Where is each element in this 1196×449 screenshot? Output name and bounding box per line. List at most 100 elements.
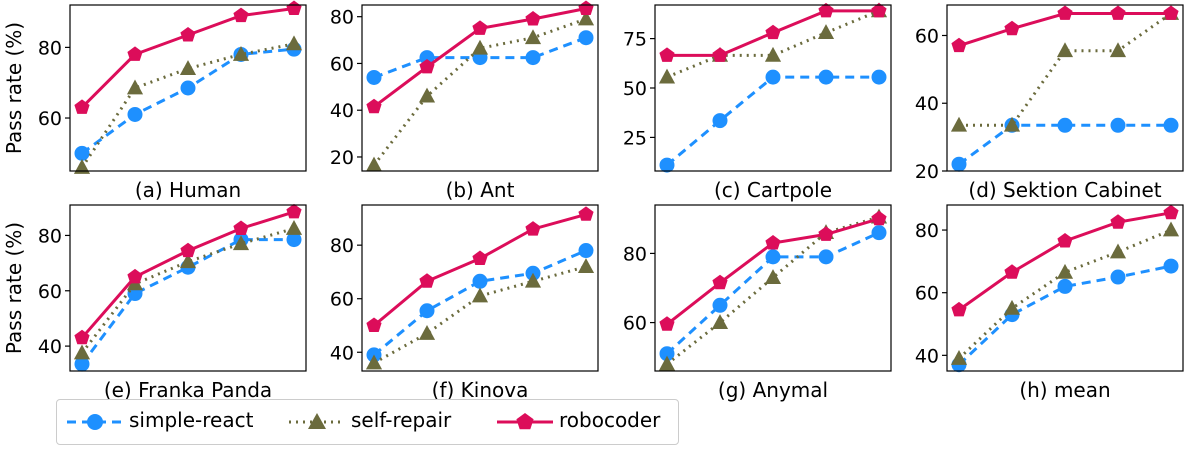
data-point-simple-react <box>766 70 781 85</box>
data-point-simple-react <box>367 70 382 85</box>
data-point-simple-react <box>1164 118 1179 133</box>
data-point-robocoder <box>1110 6 1125 20</box>
series-line-simple-react <box>374 251 586 355</box>
subplot-8: 40 60 80 (h) mean <box>915 205 1183 402</box>
data-point-self-repair <box>818 24 834 39</box>
data-point-self-repair <box>1057 264 1073 279</box>
y-tick-label: 80 <box>915 220 939 242</box>
data-point-simple-react <box>1058 118 1073 133</box>
data-point-self-repair <box>419 88 435 103</box>
series-line-self-repair <box>667 11 879 77</box>
subplot-4: 204060(d) Sektion Cabinet <box>915 5 1183 202</box>
y-axis-label-top-row: Pass rate (%) <box>2 22 26 154</box>
y-tick-label: 40 <box>915 345 939 367</box>
data-point-simple-react <box>952 157 967 172</box>
data-point-simple-react <box>713 298 728 313</box>
data-point-self-repair <box>286 220 302 235</box>
subplot-title: (b) Ant <box>446 178 515 202</box>
data-point-robocoder <box>233 221 248 236</box>
data-point-robocoder <box>1110 214 1125 229</box>
subplot-6: 406080(f) Kinova <box>330 205 598 402</box>
y-tick-label: 40 <box>915 93 939 115</box>
y-tick-label: 25 <box>623 127 647 149</box>
data-point-simple-react <box>713 113 728 128</box>
data-point-robocoder <box>419 273 434 288</box>
plot-frame <box>947 5 1183 171</box>
y-tick-label: 80 <box>330 235 354 257</box>
data-point-simple-react <box>819 70 834 85</box>
data-point-robocoder <box>712 47 727 62</box>
data-point-simple-react <box>75 146 90 161</box>
self-repair-swatch <box>285 406 349 438</box>
data-point-self-repair <box>472 288 488 303</box>
data-point-simple-react <box>872 70 887 85</box>
series-line-robocoder <box>959 213 1171 310</box>
data-point-simple-react <box>1111 270 1126 285</box>
data-point-simple-react <box>473 274 488 289</box>
series-line-robocoder <box>82 212 294 338</box>
data-point-robocoder <box>1004 264 1019 279</box>
subplot-title: (h) mean <box>1019 378 1110 402</box>
data-point-robocoder <box>578 1 593 16</box>
data-point-robocoder <box>286 204 301 219</box>
series-line-self-repair <box>959 14 1171 126</box>
data-point-simple-react <box>181 81 196 96</box>
data-point-robocoder <box>1004 21 1019 36</box>
robocoder-swatch <box>493 406 557 438</box>
y-tick-label: 60 <box>330 289 354 311</box>
y-tick-label: 80 <box>623 243 647 265</box>
legend-label-self-repair: self-repair <box>351 408 451 432</box>
data-point-self-repair <box>419 325 435 340</box>
legend-label-robocoder: robocoder <box>559 408 660 432</box>
data-point-robocoder <box>472 20 487 35</box>
subplot-5: 406080(e) Franka Panda <box>38 204 306 402</box>
data-point-simple-react <box>1111 118 1126 133</box>
data-point-robocoder <box>472 251 487 266</box>
subplot-title: (g) Anymal <box>718 378 828 402</box>
data-point-robocoder <box>1057 233 1072 248</box>
data-point-simple-react <box>1164 259 1179 274</box>
data-point-simple-react <box>1058 279 1073 294</box>
data-point-simple-react <box>420 303 435 318</box>
series-line-self-repair <box>959 230 1171 358</box>
data-point-self-repair <box>180 60 196 75</box>
data-point-robocoder <box>525 11 540 26</box>
data-point-robocoder <box>951 38 966 52</box>
y-tick-label: 40 <box>330 342 354 364</box>
y-axis-label-bottom-row: Pass rate (%) <box>2 222 26 354</box>
data-point-simple-react <box>128 107 143 122</box>
y-tick-label: 75 <box>623 29 647 51</box>
subplot-title: (c) Cartpole <box>714 178 832 202</box>
data-point-simple-react <box>526 50 541 65</box>
data-point-robocoder <box>127 46 142 61</box>
data-point-self-repair <box>1163 222 1179 237</box>
data-point-simple-react <box>579 243 594 258</box>
legend: simple-react self-repair robocoder <box>56 399 679 445</box>
data-point-robocoder <box>765 235 780 250</box>
data-point-robocoder <box>578 206 593 220</box>
y-tick-label: 80 <box>38 225 62 247</box>
data-point-robocoder <box>818 226 833 241</box>
data-point-simple-react <box>872 225 887 240</box>
data-point-self-repair <box>951 117 967 132</box>
data-point-simple-react <box>579 30 594 45</box>
y-tick-label: 40 <box>38 336 62 358</box>
subplot-2: 20 40 60 80 (b) Ant <box>330 1 598 203</box>
data-point-simple-react <box>660 158 675 173</box>
data-point-robocoder <box>525 221 540 236</box>
data-point-robocoder <box>1057 6 1072 20</box>
data-point-simple-react <box>766 249 781 264</box>
y-tick-label: 60 <box>623 313 647 335</box>
y-tick-label: 60 <box>915 283 939 305</box>
data-point-self-repair <box>1057 42 1073 57</box>
data-point-robocoder <box>871 211 886 226</box>
subplot-title: (d) Sektion Cabinet <box>968 178 1161 202</box>
y-tick-label: 60 <box>330 53 354 75</box>
y-tick-label: 20 <box>915 161 939 183</box>
data-point-self-repair <box>1110 42 1126 57</box>
y-tick-label: 60 <box>38 281 62 303</box>
data-point-robocoder <box>180 27 195 42</box>
y-tick-label: 80 <box>38 37 62 59</box>
data-point-self-repair <box>765 47 781 62</box>
